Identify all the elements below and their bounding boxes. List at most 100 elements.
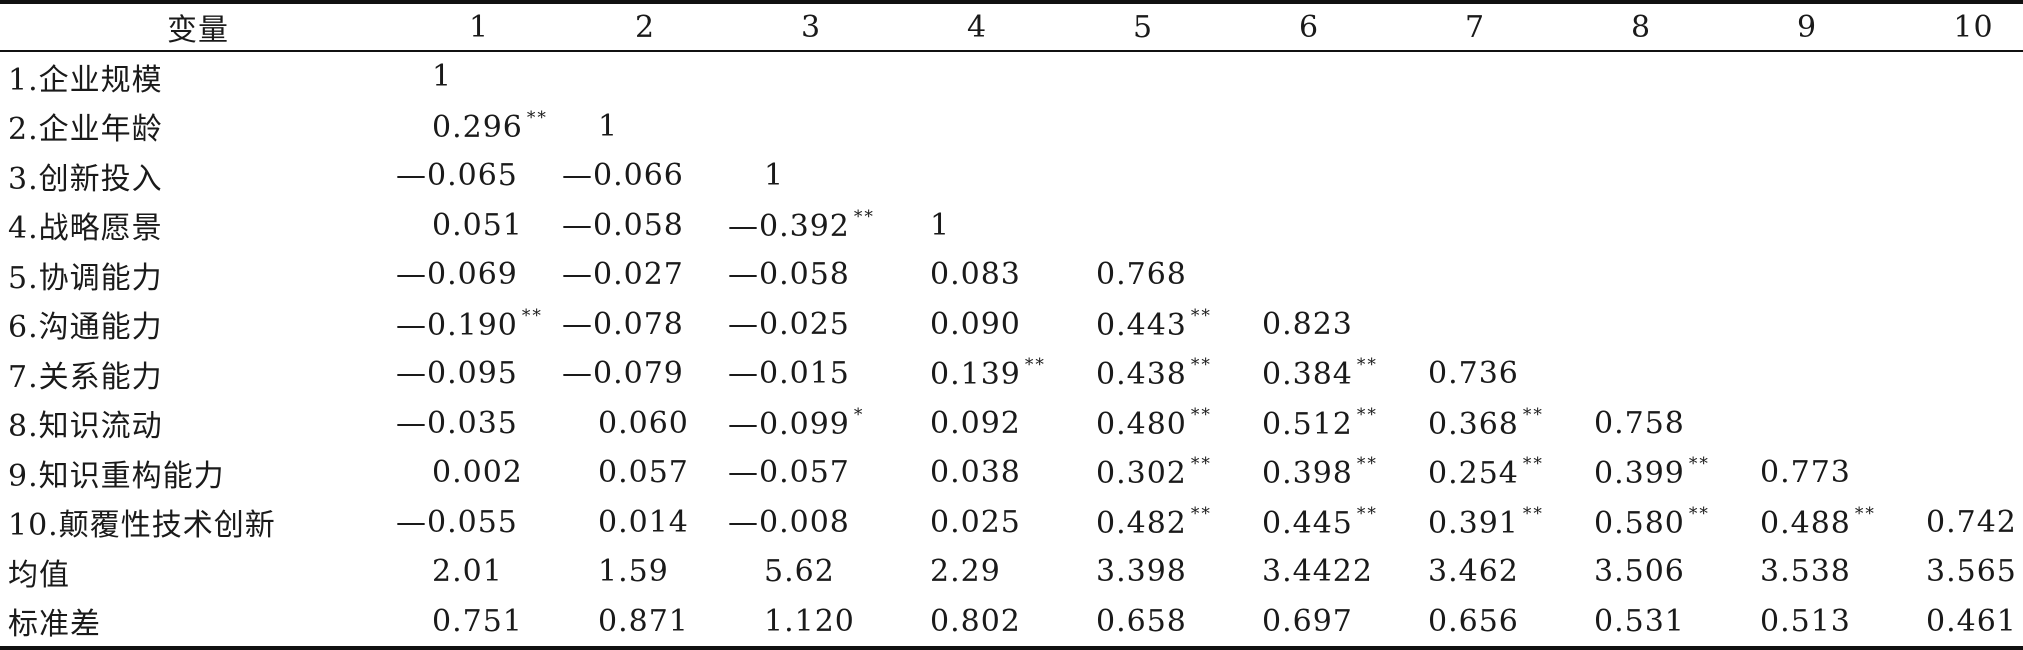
table-cell <box>1392 51 1558 102</box>
table-cell <box>894 151 1060 201</box>
table-cell: 0.802 <box>894 597 1060 649</box>
table-cell: 0.461 <box>1890 597 2023 649</box>
table-cell: 0.823 <box>1226 300 1392 350</box>
header-col-9: 9 <box>1796 9 1818 45</box>
table-cell: —0.055 <box>396 498 562 548</box>
table-cell <box>1890 250 2023 300</box>
table-cell: —0.058 <box>728 250 894 300</box>
cell-value: —0.015 <box>728 356 850 392</box>
table-cell <box>1724 151 1890 201</box>
variable-label: 标准差 <box>8 607 101 643</box>
significance-marker: ** <box>1854 503 1876 524</box>
table-cell: 0.488 ** <box>1724 498 1890 548</box>
table-cell <box>1890 349 2023 399</box>
table-row: 4.战略愿景 0.051 —0.058 —0.392 ** 1 <box>0 201 2023 251</box>
table-cell: 0.697 <box>1226 597 1392 649</box>
table-row: 2.企业年龄 0.296 ** 1 <box>0 102 2023 152</box>
header-col-6: 6 <box>1298 9 1320 45</box>
cell-value: —0.392 <box>728 208 850 244</box>
table-row: 10.颠覆性技术创新 —0.055 0.014 —0.008 0.025 0.482 ** 0… <box>0 498 2023 548</box>
table-cell: 0.751 <box>396 597 562 649</box>
table-cell: —0.025 <box>728 300 894 350</box>
variable-label: 9.知识重构能力 <box>8 458 225 494</box>
cell-value: 3.398 <box>1096 554 1187 590</box>
cell-value: 0.051 <box>432 207 523 243</box>
table-row: 5.协调能力 —0.069 —0.027 —0.058 0.083 0.768 <box>0 250 2023 300</box>
table-cell: 5.62 <box>728 547 894 597</box>
table-cell: 0.580 ** <box>1558 498 1724 548</box>
table-cell: 0.296 ** <box>396 102 562 152</box>
table-row: 7.关系能力 —0.095 —0.079 —0.015 0.139 ** 0.438 ** 0.… <box>0 349 2023 399</box>
table-cell: 1.120 <box>728 597 894 649</box>
table-cell: 0.060 <box>562 399 728 449</box>
cell-value: 0.398 <box>1262 456 1353 492</box>
table-cell <box>1226 250 1392 300</box>
cell-value: 0.736 <box>1428 356 1519 392</box>
significance-marker: ** <box>1190 503 1212 524</box>
table-cell: 0.090 <box>894 300 1060 350</box>
table-cell <box>1558 201 1724 251</box>
cell-value: 0.090 <box>930 306 1021 342</box>
table-cell: —0.027 <box>562 250 728 300</box>
table-row: 标准差 0.751 0.871 1.120 0.802 0.658 0.697 0.656 0.… <box>0 597 2023 649</box>
significance-marker: ** <box>521 305 543 326</box>
cell-value: 0.014 <box>598 504 689 540</box>
cell-value: 0.482 <box>1096 505 1187 541</box>
table-cell <box>1724 399 1890 449</box>
cell-value: 0.399 <box>1594 456 1685 492</box>
table-row: 3.创新投入 —0.065 —0.066 1 <box>0 151 2023 201</box>
cell-value: 0.531 <box>1594 603 1685 639</box>
table-cell <box>1724 300 1890 350</box>
cell-value: 0.697 <box>1262 603 1353 639</box>
cell-value: 0.391 <box>1428 505 1519 541</box>
significance-marker: ** <box>1190 305 1212 326</box>
header-col-8: 8 <box>1630 9 1652 45</box>
significance-marker: ** <box>1356 503 1378 524</box>
variable-label: 4.战略愿景 <box>8 211 163 247</box>
cell-value: 0.038 <box>930 455 1021 491</box>
cell-value: 1 <box>764 158 785 194</box>
cell-value: —0.057 <box>728 455 850 491</box>
header-col-10: 10 <box>1953 9 1994 45</box>
table-cell: 0.658 <box>1060 597 1226 649</box>
table-cell: 0.445 ** <box>1226 498 1392 548</box>
cell-value: —0.069 <box>396 257 518 293</box>
table-cell: 0.139 ** <box>894 349 1060 399</box>
significance-marker: ** <box>1688 503 1710 524</box>
cell-value: 3.506 <box>1594 554 1685 590</box>
table-cell <box>1060 201 1226 251</box>
table-cell <box>1890 51 2023 102</box>
table-cell: 1 <box>562 102 728 152</box>
cell-value: 0.445 <box>1262 505 1353 541</box>
table-cell: 0.391 ** <box>1392 498 1558 548</box>
table-cell: 1.59 <box>562 547 728 597</box>
cell-value: 0.871 <box>598 603 689 639</box>
variable-label: 8.知识流动 <box>8 409 163 445</box>
table-cell <box>1060 51 1226 102</box>
cell-value: 2.01 <box>432 554 503 590</box>
table-cell: 3.506 <box>1558 547 1724 597</box>
table-cell <box>1392 102 1558 152</box>
table-cell <box>1890 201 2023 251</box>
cell-value: 0.083 <box>930 257 1021 293</box>
variable-label: 均值 <box>8 557 70 593</box>
significance-marker: * <box>853 404 865 425</box>
cell-value: 0.656 <box>1428 603 1519 639</box>
table-cell: 3.4422 <box>1226 547 1392 597</box>
variable-label: 1.企业规模 <box>8 62 163 98</box>
table-cell: 0.871 <box>562 597 728 649</box>
table-row: 8.知识流动 —0.035 0.060 —0.099 * 0.092 0.480 ** 0.51… <box>0 399 2023 449</box>
table-cell <box>1724 349 1890 399</box>
header-col-4: 4 <box>966 9 988 45</box>
cell-value: 1 <box>930 207 951 243</box>
table-cell: —0.095 <box>396 349 562 399</box>
table-row: 9.知识重构能力 0.002 0.057 —0.057 0.038 0.302 ** 0.39… <box>0 448 2023 498</box>
table-cell <box>1392 201 1558 251</box>
cell-value: 0.025 <box>930 504 1021 540</box>
table-cell: —0.057 <box>728 448 894 498</box>
significance-marker: ** <box>1356 404 1378 425</box>
table-cell: —0.069 <box>396 250 562 300</box>
significance-marker: ** <box>1356 355 1378 376</box>
cell-value: —0.095 <box>396 356 518 392</box>
